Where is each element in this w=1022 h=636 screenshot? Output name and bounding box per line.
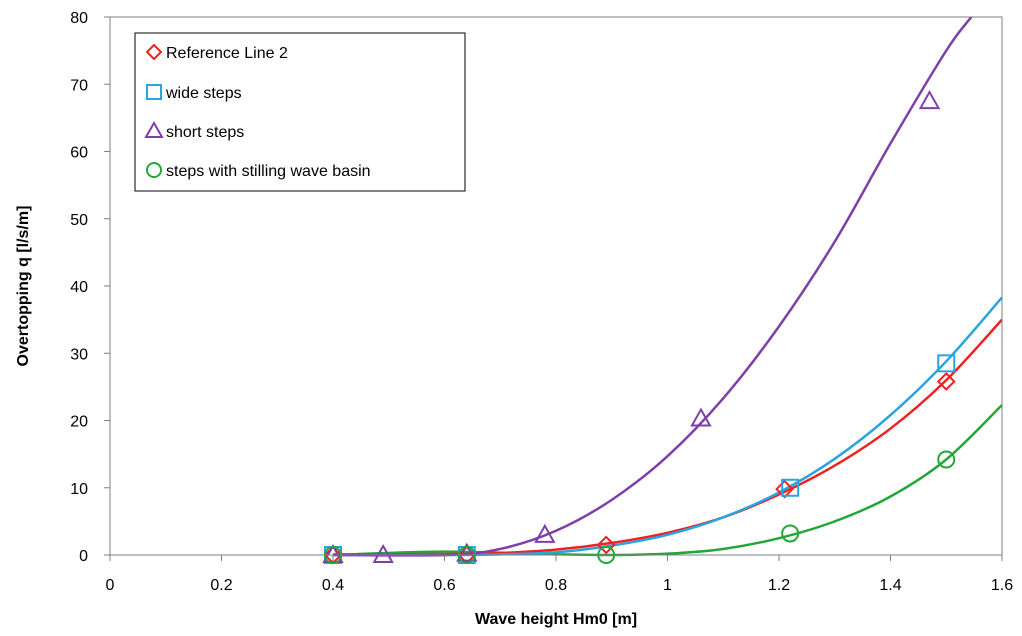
y-tick-label: 70: [70, 77, 88, 94]
data-point-triangle: [372, 543, 394, 563]
y-tick-label: 10: [70, 481, 88, 498]
legend-label: short steps: [166, 124, 244, 141]
data-point-diamond: [936, 372, 956, 391]
legend-label: wide steps: [165, 85, 242, 102]
legend-box: [134, 32, 466, 192]
x-tick-label: 1.2: [768, 577, 790, 594]
y-axis-ticks: 0 10 20 30 40 50 60 70 80: [70, 10, 110, 565]
plot-frame: [110, 16, 1003, 555]
trendline-triangle: [332, 16, 973, 557]
x-axis-ticks: 0 0.2 0.4 0.6 0.8 1 1.2 1.4 1.6: [106, 555, 1013, 594]
x-axis-title: Wave height Hm0 [m]: [475, 611, 637, 628]
y-axis-title: Overtopping q [l/s/m]: [15, 206, 32, 367]
legend-label: steps with stilling wave basin: [166, 163, 371, 180]
y-tick-label: 50: [70, 212, 88, 229]
legend: Reference Line 2 wide steps short steps ste…: [134, 32, 466, 192]
x-tick-label: 1: [663, 577, 672, 594]
legend-marker-triangle: [144, 120, 164, 138]
y-tick-label: 30: [70, 346, 88, 363]
legend-marker-diamond: [145, 43, 163, 61]
x-tick-label: 0.8: [545, 577, 567, 594]
y-tick-label: 60: [70, 145, 88, 162]
data-point-square: [937, 354, 956, 373]
x-tick-label: 0.2: [210, 577, 232, 594]
x-tick-label: 0: [106, 577, 115, 594]
data-point-triangle: [534, 523, 556, 543]
data-point-triangle: [456, 542, 478, 562]
data-point-diamond: [775, 479, 794, 499]
data-point-triangle: [690, 407, 712, 427]
x-tick-label: 1.6: [991, 577, 1013, 594]
legend-marker-circle: [146, 162, 162, 178]
data-point-square: [781, 478, 800, 497]
x-tick-label: 0.6: [433, 577, 455, 594]
data-point-circle: [781, 524, 800, 543]
y-tick-label: 80: [70, 10, 88, 27]
legend-marker-square: [146, 84, 162, 100]
y-tick-label: 40: [70, 279, 88, 296]
x-tick-label: 1.4: [879, 577, 901, 594]
data-point-triangle: [918, 90, 941, 110]
x-tick-label: 0.4: [322, 577, 344, 594]
y-tick-label: 20: [70, 414, 88, 431]
data-point-circle: [937, 450, 956, 469]
y-tick-label: 0: [79, 548, 88, 565]
data-point-diamond: [596, 535, 616, 555]
legend-label: Reference Line 2: [166, 45, 288, 62]
